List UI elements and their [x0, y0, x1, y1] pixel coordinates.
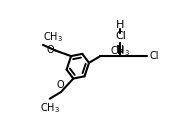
Text: Cl: Cl: [150, 51, 159, 61]
Text: O: O: [47, 46, 54, 55]
Text: Cl: Cl: [115, 31, 126, 41]
Text: CH$_3$: CH$_3$: [43, 30, 63, 44]
Text: O: O: [56, 80, 64, 90]
Text: N: N: [116, 45, 125, 55]
Text: H: H: [116, 20, 125, 30]
Text: CH$_3$: CH$_3$: [40, 101, 60, 115]
Text: CH$_3$: CH$_3$: [110, 44, 131, 58]
